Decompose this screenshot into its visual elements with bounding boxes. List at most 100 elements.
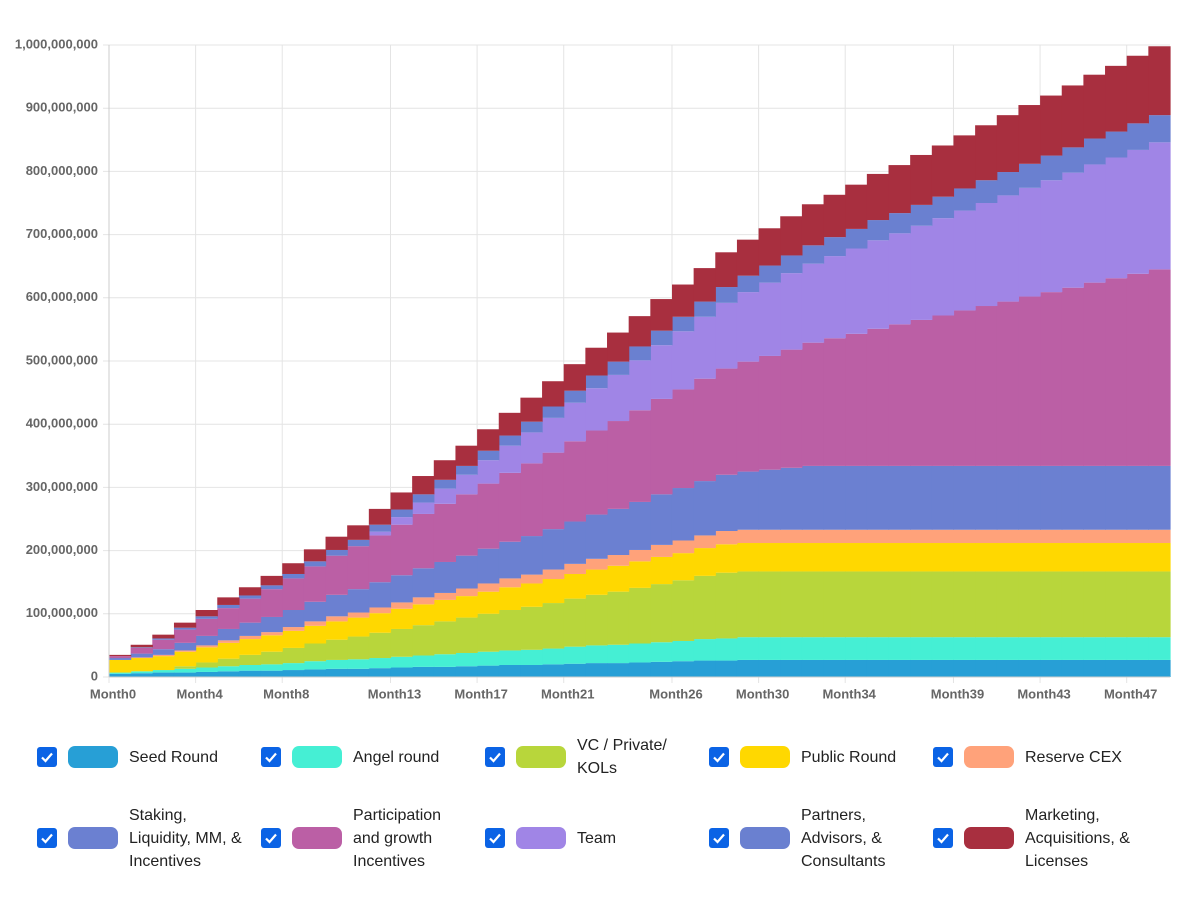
area-step [996, 637, 1020, 660]
area-step [780, 273, 803, 350]
area-step [953, 659, 976, 677]
area-step [1018, 571, 1041, 638]
area-step [412, 513, 435, 569]
area-step [130, 653, 153, 658]
x-tick-label: Month4 [177, 686, 224, 701]
area-step [866, 571, 890, 638]
area-step [195, 647, 218, 663]
legend-checkbox[interactable] [37, 828, 57, 848]
area-step [1148, 142, 1171, 270]
area-step [780, 543, 803, 572]
area-step [866, 637, 890, 660]
area-step [693, 639, 716, 661]
area-step [1148, 46, 1171, 116]
legend-checkbox[interactable] [485, 828, 505, 848]
legend-checkbox[interactable] [261, 747, 281, 767]
area-step [563, 646, 586, 664]
area-step [520, 606, 543, 650]
legend-item[interactable]: Seed Round [37, 717, 261, 797]
area-step [910, 659, 933, 677]
legend-item[interactable]: Public Round [709, 717, 933, 797]
area-step [238, 635, 262, 640]
area-step [715, 368, 738, 475]
area-step [715, 660, 738, 677]
area-step [585, 430, 608, 515]
area-step [931, 218, 955, 316]
area-step [1061, 172, 1084, 288]
area-step [866, 220, 890, 241]
area-step [736, 239, 760, 276]
area-step [390, 667, 413, 677]
legend-item[interactable]: Angel round [261, 717, 485, 797]
area-step [303, 566, 327, 602]
x-tick-label: Month21 [541, 686, 594, 701]
legend-item[interactable]: Staking, Liquidity, MM, & Incentives [37, 798, 261, 878]
legend-checkbox[interactable] [485, 747, 505, 767]
area-step [1040, 659, 1063, 677]
area-step [303, 561, 327, 567]
area-step [173, 622, 197, 628]
legend-item[interactable]: Partners, Advisors, & Consultants [709, 798, 933, 878]
area-step [1083, 465, 1106, 530]
legend-checkbox[interactable] [709, 747, 729, 767]
legend-checkbox[interactable] [37, 747, 57, 767]
legend-item[interactable]: Team [485, 798, 709, 878]
area-step [1126, 273, 1149, 466]
x-tick-label: Month8 [263, 686, 309, 701]
area-step [888, 324, 911, 466]
area-step [585, 514, 608, 559]
checkmark [713, 833, 725, 844]
area-step [585, 347, 608, 376]
area-step [260, 664, 283, 671]
area-step [368, 524, 392, 532]
area-step [303, 621, 327, 626]
area-step [996, 543, 1020, 572]
area-step [325, 549, 348, 556]
area-step [931, 571, 955, 638]
legend-item[interactable]: Participation and growth Incentives [261, 798, 485, 878]
area-step [282, 670, 305, 677]
area-step [953, 529, 976, 544]
area-step [1061, 147, 1084, 173]
area-step [368, 613, 392, 633]
area-step [498, 412, 522, 436]
area-step [433, 621, 457, 655]
area-step [931, 543, 955, 572]
legend-checkbox[interactable] [933, 747, 953, 767]
legend-checkbox[interactable] [933, 828, 953, 848]
area-step [520, 649, 543, 665]
x-tick-label: Month39 [931, 686, 984, 701]
area-step [173, 668, 197, 673]
area-step [780, 659, 803, 677]
area-step [931, 529, 955, 544]
area-step [498, 472, 522, 542]
legend-item[interactable]: Marketing, Acquisitions, & Licenses [933, 798, 1157, 878]
area-step [910, 571, 933, 638]
area-step [736, 471, 760, 530]
area-step [845, 184, 868, 229]
area-step [845, 659, 868, 677]
area-step [758, 355, 781, 470]
area-step [282, 663, 305, 671]
area-step [758, 469, 781, 530]
area-step [736, 637, 760, 660]
legend-swatch [740, 827, 790, 849]
legend-item[interactable]: Reserve CEX [933, 717, 1157, 797]
area-step [996, 172, 1020, 196]
area-step [823, 465, 846, 530]
area-step [996, 115, 1020, 173]
area-step [996, 529, 1020, 544]
area-step [412, 655, 435, 667]
area-step [563, 663, 586, 677]
legend-item[interactable]: VC / Private/ KOLs [485, 717, 709, 797]
area-step [1083, 637, 1106, 660]
legend-checkbox[interactable] [709, 828, 729, 848]
area-step [953, 543, 976, 572]
area-step [845, 465, 868, 530]
area-step [888, 571, 911, 638]
area-step [628, 587, 651, 644]
area-step [282, 627, 305, 631]
area-step [996, 571, 1020, 638]
legend-checkbox[interactable] [261, 828, 281, 848]
area-step [823, 256, 846, 339]
